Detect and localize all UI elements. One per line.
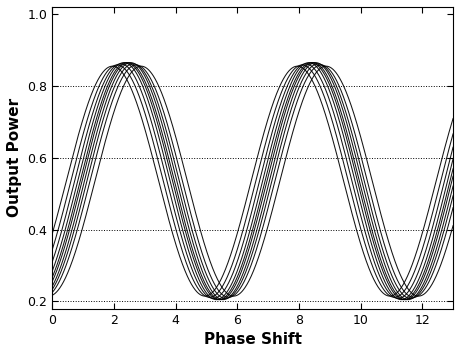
X-axis label: Phase Shift: Phase Shift: [203, 332, 301, 347]
Y-axis label: Output Power: Output Power: [7, 98, 22, 217]
